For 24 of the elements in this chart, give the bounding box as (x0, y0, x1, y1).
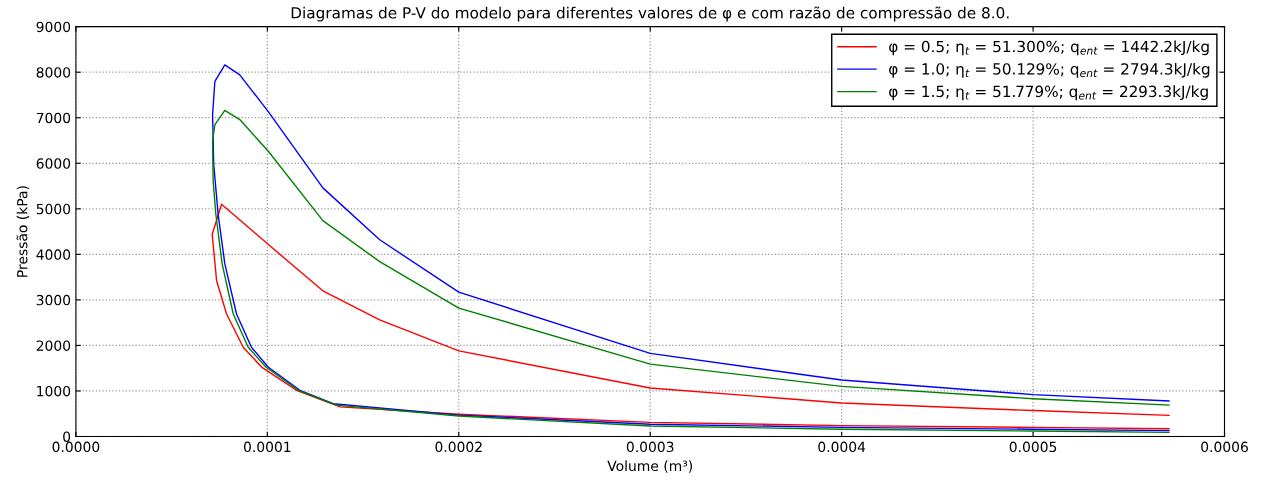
y-tick-label: 8000 (36, 67, 71, 78)
x-tick-label: 0.0000 (52, 441, 100, 453)
x-tick-label: 0.0002 (435, 441, 482, 453)
y-tick-label: 2000 (36, 340, 71, 351)
chart-title: Diagramas de P-V do modelo para diferentes valores de φ e com razão de compressão de 8.0. (291, 6, 1009, 22)
x-axis-title: Volume (m³) (607, 460, 693, 473)
y-tick-label: 6000 (36, 158, 71, 169)
x-tick-label: 0.0006 (1201, 441, 1248, 453)
line-series (211, 203, 1170, 430)
y-tick-label: 9000 (36, 21, 71, 33)
legend-label: φ = 0.5; η$_{t}$ = 51.300%; q$_{ent}$ = 1442.2kJ/kg (889, 40, 1209, 56)
y-tick-label: 0 (63, 431, 71, 442)
x-tick-label: 0.0003 (626, 441, 674, 453)
x-tick-label: 0.0005 (1009, 441, 1057, 453)
y-tick-label: 5000 (36, 203, 71, 215)
y-tick-label: 4000 (36, 249, 71, 260)
y-axis-title: Pressão (kPa) (16, 186, 30, 277)
legend-label: φ = 1.5; η$_{t}$ = 51.779%; q$_{ent}$ = 2293.3kJ/kg (889, 85, 1208, 101)
y-tick-label: 7000 (36, 112, 71, 124)
x-tick-label: 0.0001 (243, 441, 291, 453)
legend-label: φ = 1.0; η$_{t}$ = 50.129%; q$_{ent}$ = 2794.3kJ/kg (889, 62, 1210, 78)
x-tick-label: 0.0004 (818, 441, 866, 453)
y-tick-label: 3000 (36, 294, 71, 306)
y-tick-label: 1000 (37, 385, 71, 397)
